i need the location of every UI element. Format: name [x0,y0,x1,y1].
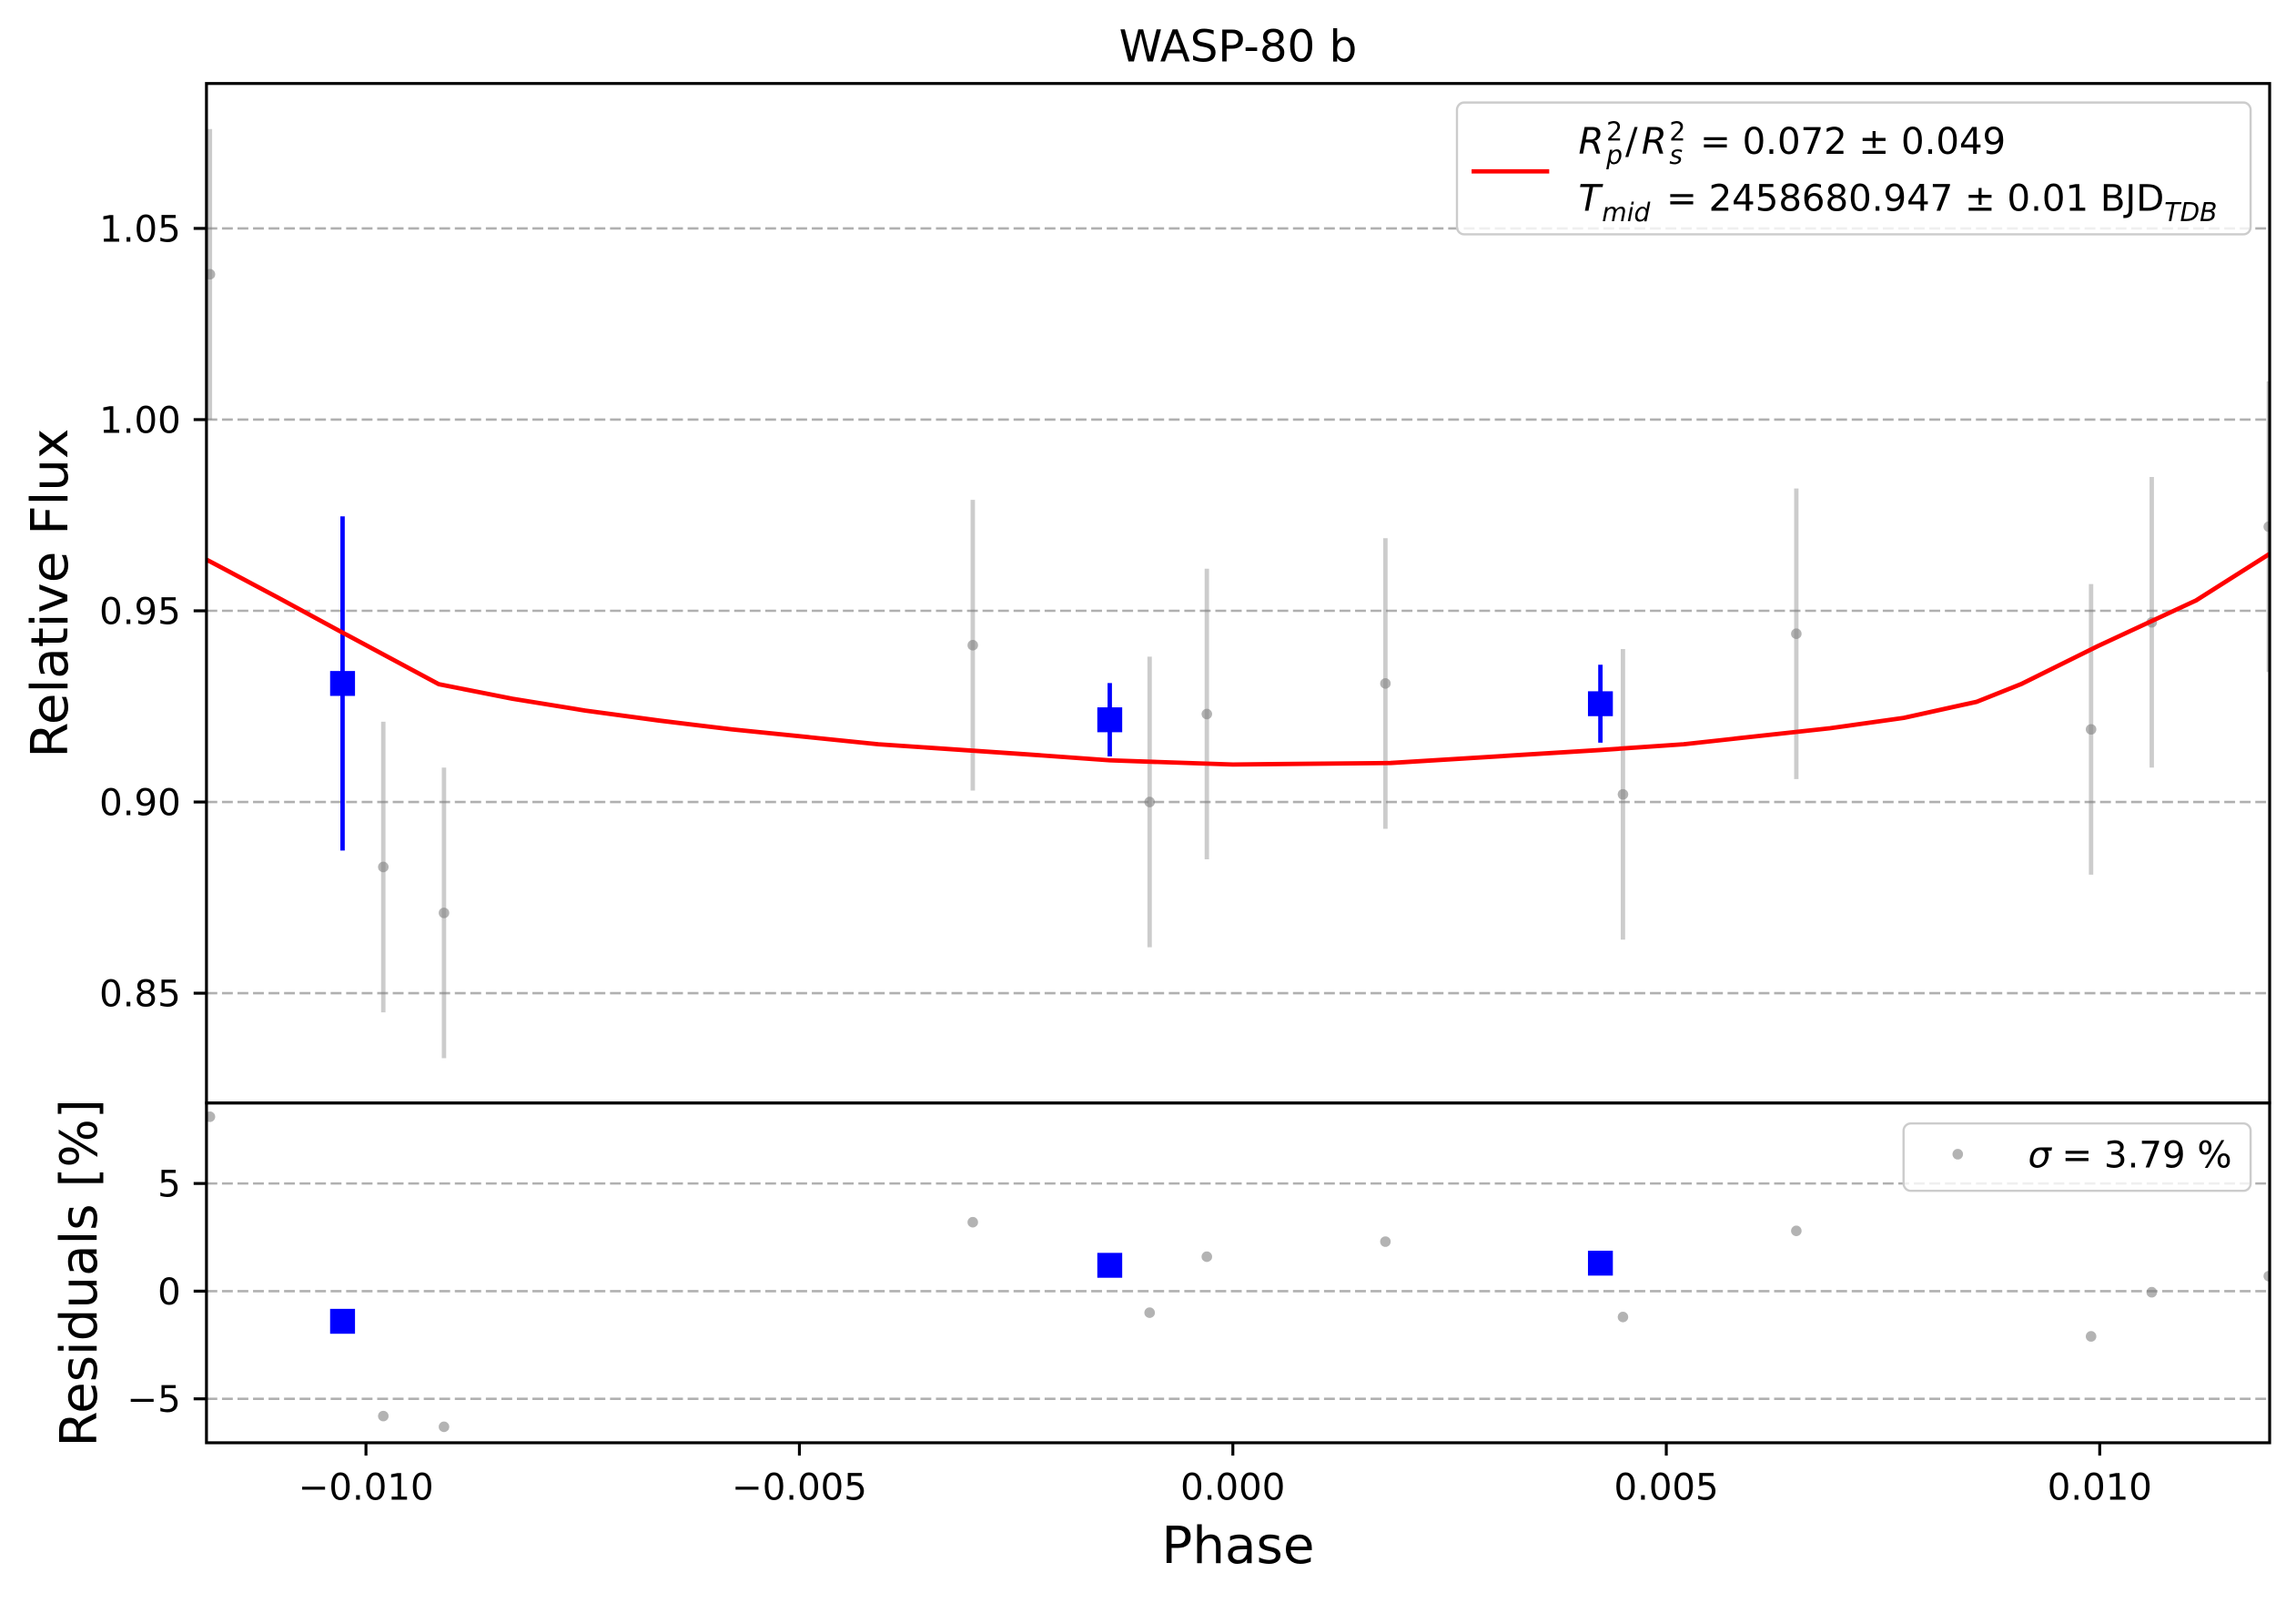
residuals-axes-frame [205,1101,2271,1445]
x-tick-label: 0.005 [1613,1467,1718,1509]
x-axis-label: Phase [1161,1517,1314,1576]
residuals-legend-marker [1952,1149,1964,1160]
legend-ratio-numerator-sup: 2 [1606,117,1623,147]
residuals-legend-frame [1902,1121,2252,1192]
residuals-gridlines [206,1182,2271,1400]
flux-gridlines [206,227,2271,995]
flux-y-tick-label: 0.95 [99,591,181,633]
flux-legend: R 2 p / R 2 s = 0.072 ± 0.049 Tmid = 2458680.947… [1455,101,2252,236]
x-tick-label: 0.000 [1180,1467,1285,1509]
data-point [439,908,450,918]
residuals-y-axis-label: Residuals [%] [50,1099,109,1446]
flux-panel: 0.850.900.951.001.05 Relative Flux R 2 p / R… [21,82,2271,1105]
residual-point [378,1410,389,1422]
data-point [2263,521,2271,533]
binned-residual-point [1587,1250,1613,1276]
x-axis: −0.010 −0.005 0.000 0.005 0.010 [298,1442,2152,1509]
flux-y-tick-label: 1.00 [99,400,181,441]
flux-y-axis: 0.85 0.90 0.95 1.00 1.05 [99,208,207,1016]
legend-ratio-slash: / [1625,121,1638,163]
legend-ratio-value: = 0.072 ± 0.049 [1700,121,2006,163]
residuals-legend-text: σ = 3.79 % [2028,1134,2232,1176]
legend-ratio-symbol: R [1579,121,1604,163]
residual-point [206,1111,216,1122]
data-point [1617,788,1629,800]
residual-point [2086,1331,2097,1342]
residuals-y-tick-label: 0 [157,1272,181,1314]
x-tick-label: −0.010 [298,1467,434,1509]
residuals-y-tick-label: −5 [126,1379,180,1421]
legend-ratio-denominator-sup: 2 [1669,117,1685,147]
data-point [378,861,389,873]
residual-point [1144,1307,1156,1318]
residuals-legend-symbol: σ [2028,1134,2053,1176]
residual-point [1617,1312,1629,1323]
residual-point [1380,1236,1391,1247]
residual-point [1791,1225,1802,1236]
legend-ratio-numerator-sub: p [1605,140,1623,170]
legend-tmid-symbol: T [1579,178,1604,220]
legend-tmid-unit-sub: TDB [2164,198,2217,228]
binned-residual-point [329,1308,356,1334]
residuals-legend: σ = 3.79 % [1902,1121,2252,1192]
data-point [1144,796,1156,807]
residuals-plot-area [206,1111,2271,1433]
legend-ratio-denominator-symbol: R [1642,121,1667,163]
binned-point [329,671,356,696]
chart-title: WASP-80 b [1119,22,1358,73]
legend-tmid-text: Tmid = 2458680.947 ± 0.01 BJDTDB [1579,178,2218,228]
flux-y-tick-label: 0.90 [99,783,181,825]
flux-y-axis-label: Relative Flux [21,429,80,758]
flux-y-tick-label: 1.05 [99,208,181,250]
legend-tmid-value: = 2458680.947 ± 0.01 BJD [1666,178,2164,220]
data-point [1791,628,1802,640]
x-tick-label: 0.010 [2048,1467,2152,1509]
residuals-y-axis: −5 0 5 [126,1164,207,1421]
residual-point [2146,1286,2158,1298]
residuals-legend-value: = 3.79 % [2062,1134,2232,1176]
legend-tmid-sub: mid [1602,198,1650,228]
data-point [206,269,216,280]
legend-radius-ratio-text: R 2 p / R 2 s = 0.072 ± 0.049 [1579,117,2007,170]
data-point [967,640,978,651]
residual-point [2263,1271,2271,1282]
data-point [2086,724,2097,736]
legend-ratio-denominator-sub: s [1669,140,1683,170]
data-point [1380,678,1391,689]
model-curve [206,552,2271,767]
flux-y-tick-label: 0.85 [99,974,181,1016]
residuals-y-tick-label: 5 [157,1164,181,1206]
binned-residual-point [1097,1253,1123,1278]
residual-point [1201,1251,1212,1263]
flux-legend-frame [1455,101,2252,236]
binned-point [1587,691,1613,716]
x-tick-label: −0.005 [732,1467,867,1509]
binned-point [1097,707,1123,733]
data-point [1201,708,1212,720]
residual-point [439,1421,450,1433]
residual-point [967,1216,978,1228]
residuals-panel: −5 0 5 Residuals [%] σ = 3.79 % [50,1099,2271,1447]
